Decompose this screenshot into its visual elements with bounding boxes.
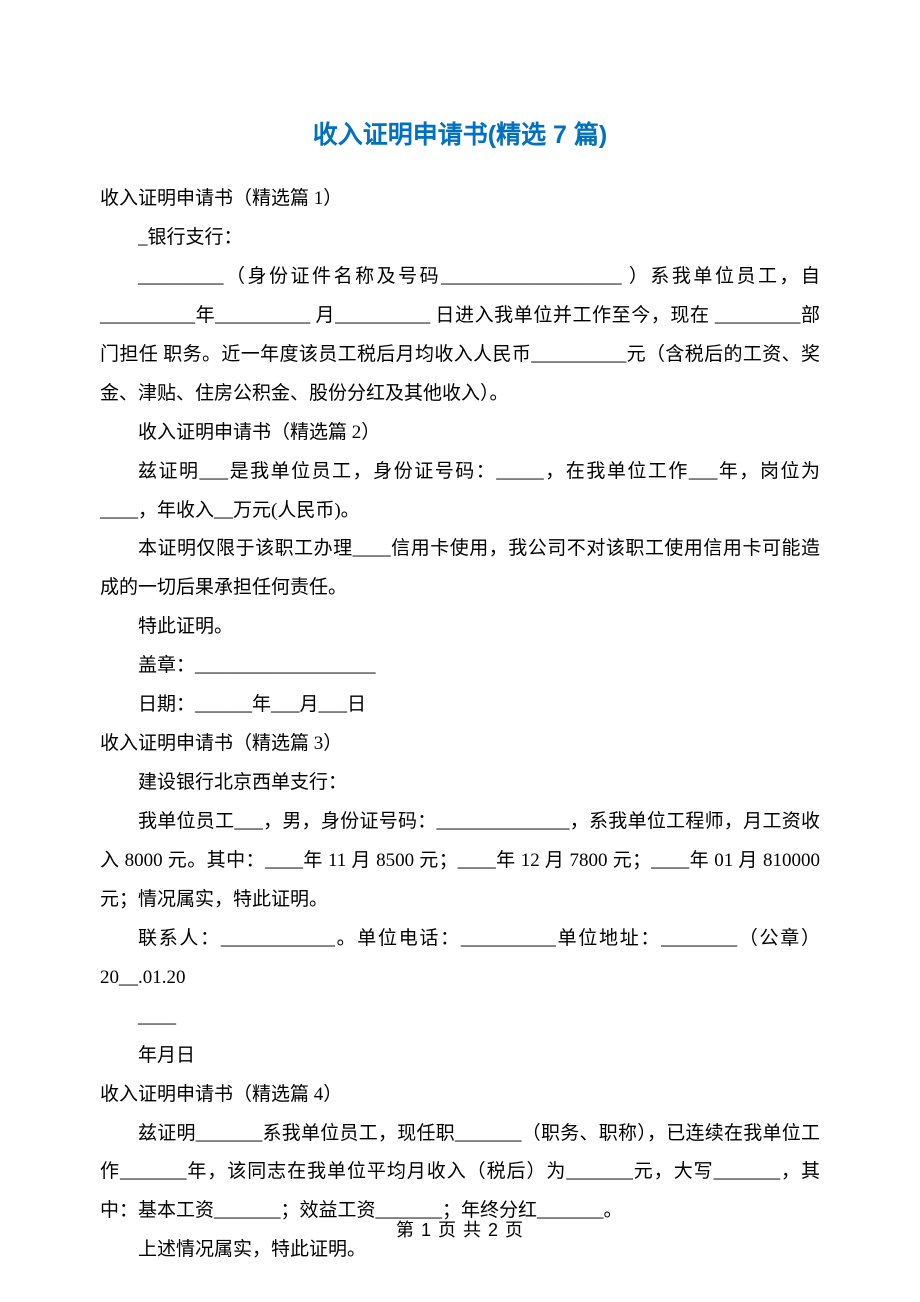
section-heading-4: 收入证明申请书（精选篇 4） <box>100 1076 820 1115</box>
section-heading-3: 收入证明申请书（精选篇 3） <box>100 725 820 764</box>
body-text: 兹证明___是我单位员工，身份证号码：_____，在我单位工作___年，岗位为_… <box>100 453 820 531</box>
body-text: 年月日 <box>100 1037 820 1076</box>
page-footer: 第 1 页 共 2 页 <box>0 1216 920 1242</box>
body-text: 我单位员工___，男，身份证号码：______________，系我单位工程师，… <box>100 803 820 920</box>
body-text: 本证明仅限于该职工办理____信用卡使用，我公司不对该职工使用信用卡可能造成的一… <box>100 530 820 608</box>
document-page: 收入证明申请书(精选 7 篇) 收入证明申请书（精选篇 1） _银行支行： __… <box>0 0 920 1270</box>
body-text: 日期：______年___月___日 <box>100 686 820 725</box>
body-text: _银行支行： <box>100 219 820 258</box>
body-text: 兹证明_______系我单位员工，现任职_______（职务、职称），已连续在我… <box>100 1115 820 1232</box>
body-text: _________（身份证件名称及号码___________________ ）… <box>100 258 820 414</box>
document-title: 收入证明申请书(精选 7 篇) <box>100 110 820 160</box>
body-text: 盖章：___________________ <box>100 647 820 686</box>
body-text: 联系人：____________。单位电话：__________单位地址：___… <box>100 920 820 998</box>
body-text: 特此证明。 <box>100 608 820 647</box>
section-heading-1: 收入证明申请书（精选篇 1） <box>100 180 820 219</box>
body-text: ____ <box>100 998 820 1037</box>
body-text: 建设银行北京西单支行： <box>100 764 820 803</box>
section-heading-2: 收入证明申请书（精选篇 2） <box>100 414 820 453</box>
